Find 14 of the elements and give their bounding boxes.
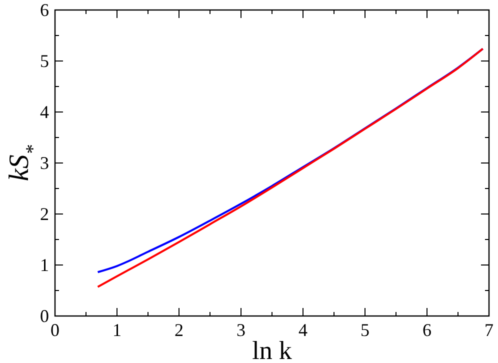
y-tick-label: 6: [40, 0, 49, 20]
y-tick-label: 5: [40, 51, 49, 71]
y-tick-label: 2: [40, 204, 49, 224]
x-axis-title: ln k: [252, 336, 292, 363]
x-tick-label: 3: [236, 320, 246, 340]
x-tick-label: 7: [484, 320, 494, 340]
x-tick-label: 5: [360, 320, 370, 340]
y-tick-label: 0: [40, 306, 49, 326]
x-tick-label: 2: [174, 320, 184, 340]
y-tick-label: 1: [40, 255, 49, 275]
x-tick-label: 1: [112, 320, 122, 340]
x-tick-label: 4: [298, 320, 308, 340]
y-tick-label: 4: [40, 102, 49, 122]
x-tick-label: 6: [422, 320, 432, 340]
